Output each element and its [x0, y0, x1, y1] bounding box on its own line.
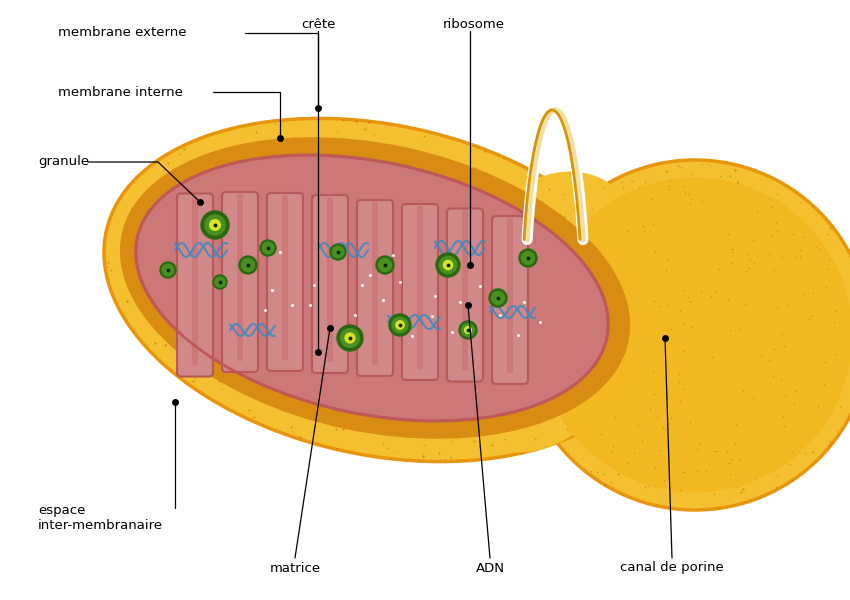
Text: ADN: ADN — [475, 562, 505, 575]
Circle shape — [489, 289, 507, 307]
FancyBboxPatch shape — [327, 197, 333, 362]
Circle shape — [392, 317, 408, 333]
Circle shape — [376, 256, 394, 274]
FancyBboxPatch shape — [192, 196, 198, 365]
Circle shape — [332, 246, 343, 258]
FancyBboxPatch shape — [222, 192, 258, 372]
Circle shape — [162, 264, 173, 276]
Circle shape — [213, 275, 227, 289]
FancyBboxPatch shape — [447, 208, 483, 382]
Circle shape — [210, 220, 220, 230]
Ellipse shape — [136, 155, 609, 421]
Text: crête: crête — [301, 17, 335, 31]
Circle shape — [519, 249, 537, 267]
FancyBboxPatch shape — [282, 195, 288, 360]
Circle shape — [241, 259, 254, 271]
FancyBboxPatch shape — [402, 204, 438, 380]
FancyBboxPatch shape — [177, 193, 213, 377]
Circle shape — [378, 259, 392, 271]
Circle shape — [260, 240, 276, 256]
Circle shape — [396, 321, 405, 329]
FancyBboxPatch shape — [507, 218, 513, 373]
Circle shape — [444, 260, 452, 269]
Circle shape — [459, 321, 477, 339]
FancyBboxPatch shape — [492, 216, 528, 384]
FancyBboxPatch shape — [462, 211, 468, 370]
Circle shape — [389, 314, 411, 336]
Ellipse shape — [439, 172, 651, 452]
Circle shape — [160, 262, 176, 278]
Text: membrane interne: membrane interne — [58, 85, 183, 98]
FancyBboxPatch shape — [312, 195, 348, 373]
Text: membrane externe: membrane externe — [58, 26, 186, 40]
Ellipse shape — [537, 178, 850, 493]
Circle shape — [239, 256, 257, 274]
Circle shape — [263, 242, 274, 254]
Circle shape — [465, 326, 472, 334]
Circle shape — [522, 251, 535, 265]
FancyBboxPatch shape — [357, 200, 393, 376]
Text: canal de porine: canal de porine — [620, 562, 724, 575]
FancyBboxPatch shape — [372, 202, 378, 365]
Circle shape — [215, 277, 225, 287]
Ellipse shape — [120, 137, 630, 439]
Circle shape — [337, 325, 363, 351]
Text: espace
inter-membranaire: espace inter-membranaire — [38, 504, 163, 532]
FancyBboxPatch shape — [237, 194, 243, 361]
Circle shape — [439, 256, 456, 274]
Circle shape — [436, 253, 460, 277]
Circle shape — [341, 329, 360, 347]
Ellipse shape — [104, 118, 656, 461]
FancyBboxPatch shape — [417, 206, 423, 369]
Circle shape — [205, 215, 225, 235]
Circle shape — [491, 292, 505, 304]
Ellipse shape — [520, 160, 850, 510]
FancyBboxPatch shape — [267, 193, 303, 371]
Circle shape — [330, 244, 346, 260]
Circle shape — [462, 323, 474, 337]
Circle shape — [201, 211, 229, 239]
Text: granule: granule — [38, 155, 89, 169]
Circle shape — [345, 333, 355, 343]
Text: matrice: matrice — [269, 562, 320, 575]
Text: ribosome: ribosome — [443, 17, 505, 31]
